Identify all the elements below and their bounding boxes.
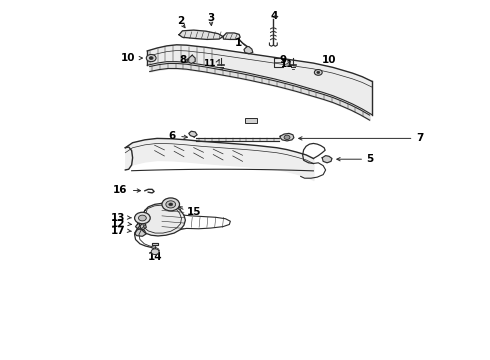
Text: 12: 12 (111, 219, 126, 229)
Circle shape (169, 203, 172, 206)
Text: 11: 11 (280, 60, 293, 69)
Polygon shape (135, 229, 147, 236)
Polygon shape (189, 131, 197, 137)
Polygon shape (322, 156, 332, 163)
Polygon shape (223, 33, 240, 40)
Text: 9: 9 (279, 54, 286, 64)
Circle shape (317, 71, 320, 73)
Polygon shape (244, 46, 253, 54)
Text: 17: 17 (111, 226, 126, 236)
Polygon shape (152, 243, 158, 245)
Text: 15: 15 (186, 207, 201, 217)
Circle shape (284, 135, 290, 139)
FancyBboxPatch shape (245, 118, 257, 123)
Text: 2: 2 (177, 17, 184, 27)
Polygon shape (179, 30, 223, 40)
Polygon shape (188, 55, 195, 63)
Circle shape (315, 69, 322, 75)
Text: 10: 10 (121, 53, 136, 63)
Text: 1: 1 (235, 38, 242, 48)
Circle shape (149, 57, 153, 59)
Circle shape (162, 198, 179, 211)
Text: 10: 10 (322, 54, 337, 64)
Polygon shape (136, 223, 147, 229)
Circle shape (135, 212, 150, 224)
Circle shape (139, 215, 147, 221)
Text: 6: 6 (169, 131, 175, 141)
Circle shape (151, 249, 159, 255)
Polygon shape (280, 134, 294, 141)
Text: 16: 16 (113, 185, 128, 195)
Text: 4: 4 (270, 11, 278, 21)
Circle shape (147, 54, 156, 62)
Text: 13: 13 (111, 213, 126, 222)
Polygon shape (140, 203, 185, 236)
Circle shape (166, 201, 175, 208)
Text: 11: 11 (203, 59, 216, 68)
Text: 7: 7 (416, 134, 423, 143)
Text: 3: 3 (207, 13, 215, 23)
Text: 14: 14 (148, 252, 162, 262)
Text: 5: 5 (366, 154, 373, 164)
Text: 8: 8 (179, 55, 186, 65)
